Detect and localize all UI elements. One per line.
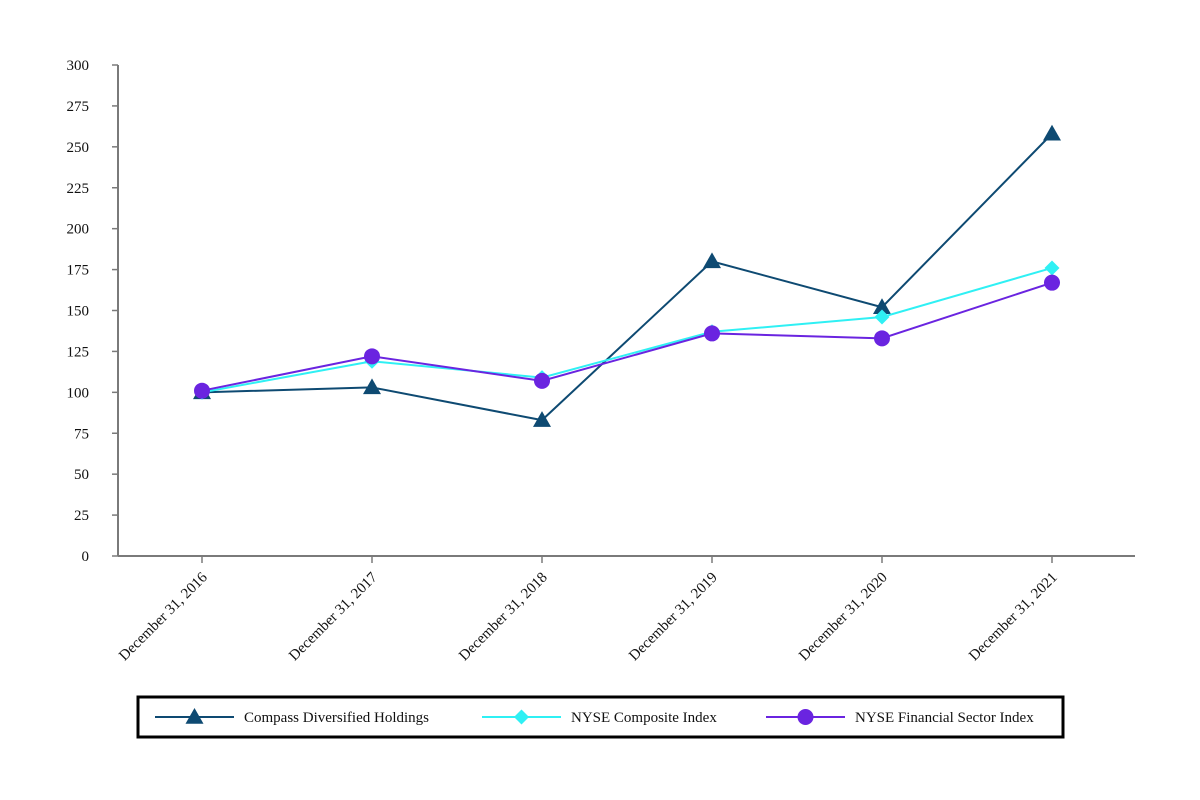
legend-label: Compass Diversified Holdings [244, 710, 429, 726]
x-tick-label: December 31, 2021 [966, 570, 1061, 665]
x-axis-ticks: December 31, 2016 December 31, 2017 Decemb… [116, 556, 1061, 664]
y-tick-label: 225 [67, 181, 90, 197]
y-tick-label: 100 [67, 385, 90, 401]
x-tick-label: December 31, 2016 [116, 569, 211, 664]
series-line [201, 266, 1053, 394]
data-point [364, 348, 380, 365]
legend-entry: Compass Diversified Holdings [155, 708, 429, 726]
series-line [201, 281, 1053, 392]
data-point [1044, 274, 1060, 291]
y-tick-label: 125 [67, 344, 90, 360]
data-point [874, 309, 890, 325]
data-point [533, 411, 551, 427]
y-tick-label: 25 [74, 508, 89, 524]
x-tick-label: December 31, 2017 [286, 569, 381, 664]
data-point [194, 382, 210, 399]
y-tick-label: 175 [67, 263, 90, 279]
legend-box [136, 695, 1065, 739]
legend-label: NYSE Financial Sector Index [855, 710, 1034, 726]
legend-marker [797, 709, 814, 725]
y-tick-label: 75 [74, 426, 89, 442]
legend-entry: NYSE Composite Index [482, 709, 717, 726]
y-tick-label: 50 [74, 467, 89, 483]
data-point [874, 330, 890, 347]
x-tick-label: December 31, 2019 [626, 570, 721, 665]
data-point [873, 298, 891, 314]
axes [117, 65, 1135, 557]
series-lines [193, 124, 1061, 427]
y-tick-label: 300 [67, 58, 90, 74]
data-point [703, 252, 721, 269]
legend: Compass Diversified Holdings NYSE Composi… [136, 695, 1065, 739]
series-0 [193, 124, 1061, 427]
y-tick-label: 200 [67, 222, 90, 238]
data-point [1044, 260, 1060, 276]
series-2 [194, 274, 1060, 399]
y-tick-label: 275 [67, 99, 90, 115]
legend-marker [514, 709, 529, 725]
series-line [201, 133, 1053, 422]
y-axis-ticks: 0 25 50 75 100 125 150 175 200 225 250 275 300 [67, 58, 118, 565]
legend-entry: NYSE Financial Sector Index [766, 709, 1034, 726]
y-tick-label: 250 [67, 140, 90, 156]
data-point [1043, 124, 1061, 141]
y-tick-label: 150 [67, 304, 90, 320]
data-point [534, 372, 550, 389]
y-tick-label: 0 [82, 549, 90, 565]
series-1 [194, 260, 1060, 400]
legend-marker [185, 708, 204, 724]
legend-label: NYSE Composite Index [571, 710, 717, 726]
data-point [363, 378, 381, 395]
x-tick-label: December 31, 2018 [456, 570, 551, 665]
x-tick-label: December 31, 2020 [796, 570, 891, 665]
data-point [704, 325, 720, 342]
